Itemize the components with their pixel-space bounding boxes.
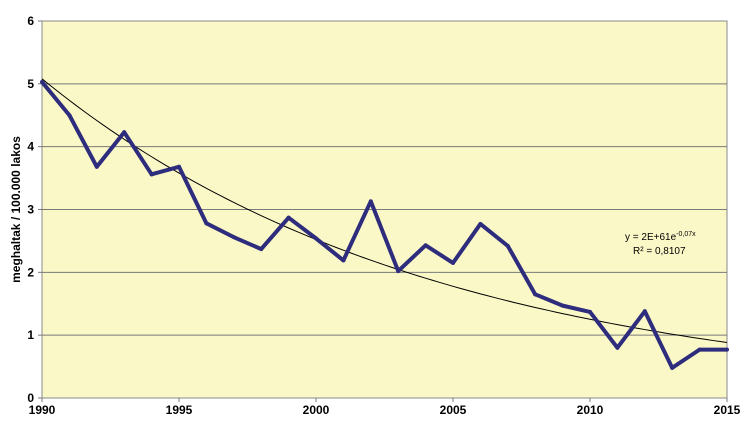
data-point: [697, 347, 702, 352]
y-axis-label: meghaltak / 100.000 lakos: [9, 136, 23, 283]
data-point: [451, 260, 455, 265]
data-points: [40, 79, 729, 370]
data-point: [94, 164, 99, 169]
data-point: [341, 258, 346, 263]
trendline-r-squared: R² = 0,8107: [633, 246, 686, 257]
x-tick-label: 2015: [714, 403, 741, 417]
data-point: [642, 309, 647, 314]
data-point: [67, 113, 72, 118]
data-point: [177, 164, 181, 169]
data-point: [231, 235, 236, 240]
data-point: [368, 199, 373, 204]
data-point: [122, 130, 127, 135]
data-point: [286, 215, 291, 220]
y-tick-label: 2: [27, 265, 34, 279]
data-point: [505, 243, 510, 248]
data-point: [314, 236, 318, 241]
data-point: [259, 247, 264, 252]
x-tick-label: 2005: [440, 403, 467, 417]
data-point: [478, 221, 483, 226]
y-tick-label: 0: [27, 391, 34, 405]
data-point: [533, 292, 538, 297]
data-point: [204, 221, 209, 226]
trendline: [41, 78, 728, 344]
data-point: [725, 347, 729, 352]
data-point: [423, 243, 428, 248]
y-tick-label: 6: [27, 14, 34, 28]
data-point: [588, 309, 592, 314]
data-point: [560, 303, 565, 308]
data-point: [615, 345, 620, 350]
data-point: [670, 365, 675, 370]
y-tick-label: 5: [27, 77, 34, 91]
x-tick-label: 2000: [303, 403, 330, 417]
x-axis-ticks: 1990 1995 2000 2005 2010 2015: [29, 398, 741, 417]
equation-exponent: -0,07x: [676, 231, 696, 238]
x-tick-label: 1990: [29, 403, 56, 417]
y-tick-label: 3: [27, 203, 34, 217]
data-point: [396, 269, 401, 274]
data-series-line: [40, 80, 727, 370]
y-tick-label: 1: [27, 328, 34, 342]
data-point: [40, 79, 44, 84]
trendline-equation: y = 2E+61e-0,07x: [625, 231, 696, 243]
equation-base: y = 2E+61e: [625, 232, 677, 243]
x-tick-label: 1995: [166, 403, 193, 417]
y-axis-ticks: 0 1 2 3 4 5 6: [27, 14, 42, 405]
data-point: [149, 172, 154, 177]
y-tick-label: 4: [27, 140, 34, 154]
gridlines: [42, 83, 727, 336]
x-tick-label: 2010: [577, 403, 604, 417]
